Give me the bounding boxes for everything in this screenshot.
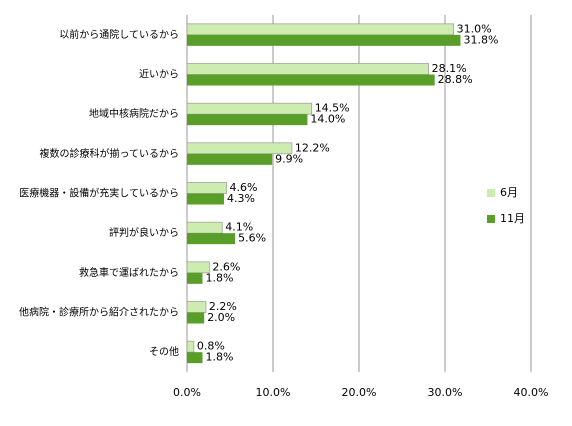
y-tick-label: 救急車で運ばれたから bbox=[79, 266, 179, 279]
y-tick-label: 近いから bbox=[139, 68, 179, 81]
y-tick-label: 以前から通院しているから bbox=[59, 28, 179, 41]
bar bbox=[187, 74, 435, 86]
bar bbox=[186, 102, 313, 115]
x-tick-label: 10.0% bbox=[256, 386, 291, 399]
value-label: 28.8% bbox=[438, 73, 473, 86]
bar bbox=[187, 193, 224, 205]
value-label: 31.8% bbox=[463, 33, 498, 46]
value-label: 0.8% bbox=[197, 340, 225, 353]
y-tick-label: その他 bbox=[149, 345, 179, 358]
value-label: 1.8% bbox=[205, 351, 233, 364]
value-label: 2.0% bbox=[207, 311, 235, 324]
x-tick-label: 20.0% bbox=[342, 386, 377, 399]
y-tick-label: 医療機器・設備が充実しているから bbox=[19, 187, 179, 200]
bar bbox=[187, 153, 273, 165]
y-tick-label: 地域中核病院だから bbox=[89, 107, 179, 120]
legend-swatch bbox=[487, 215, 495, 223]
bar bbox=[187, 312, 205, 324]
value-label: 4.1% bbox=[225, 221, 253, 234]
value-label: 14.5% bbox=[315, 102, 350, 115]
y-tick-label: 評判が良いから bbox=[109, 226, 179, 239]
bar bbox=[186, 301, 207, 313]
y-tick-label: 複数の診療科が揃っているから bbox=[40, 147, 180, 160]
legend-swatch bbox=[487, 189, 495, 197]
bar bbox=[187, 34, 461, 46]
x-tick-label: 30.0% bbox=[428, 386, 463, 399]
x-tick-label: 0.0% bbox=[173, 386, 201, 399]
x-tick-label: 40.0% bbox=[514, 386, 549, 399]
value-label: 4.3% bbox=[227, 192, 255, 205]
bar bbox=[186, 182, 227, 194]
value-label: 2.2% bbox=[209, 300, 237, 313]
bar bbox=[187, 352, 203, 364]
value-label: 31.0% bbox=[457, 22, 492, 35]
bar bbox=[186, 340, 195, 353]
bar bbox=[187, 114, 308, 126]
value-label: 28.1% bbox=[432, 62, 467, 75]
bar bbox=[186, 221, 223, 234]
value-label: 12.2% bbox=[295, 141, 330, 154]
bar bbox=[186, 63, 430, 75]
legend-label: 11月 bbox=[500, 212, 525, 225]
bar bbox=[187, 272, 203, 284]
bar bbox=[186, 23, 454, 36]
value-label: 5.6% bbox=[238, 232, 266, 245]
value-label: 9.9% bbox=[275, 152, 303, 165]
bar bbox=[187, 233, 236, 245]
y-tick-label: 他病院・診療所から紹介されたから bbox=[19, 306, 179, 319]
value-label: 14.0% bbox=[310, 113, 345, 126]
value-label: 1.8% bbox=[205, 271, 233, 284]
value-label: 2.6% bbox=[212, 260, 240, 273]
legend-label: 6月 bbox=[500, 186, 518, 199]
value-label: 4.6% bbox=[230, 181, 258, 194]
